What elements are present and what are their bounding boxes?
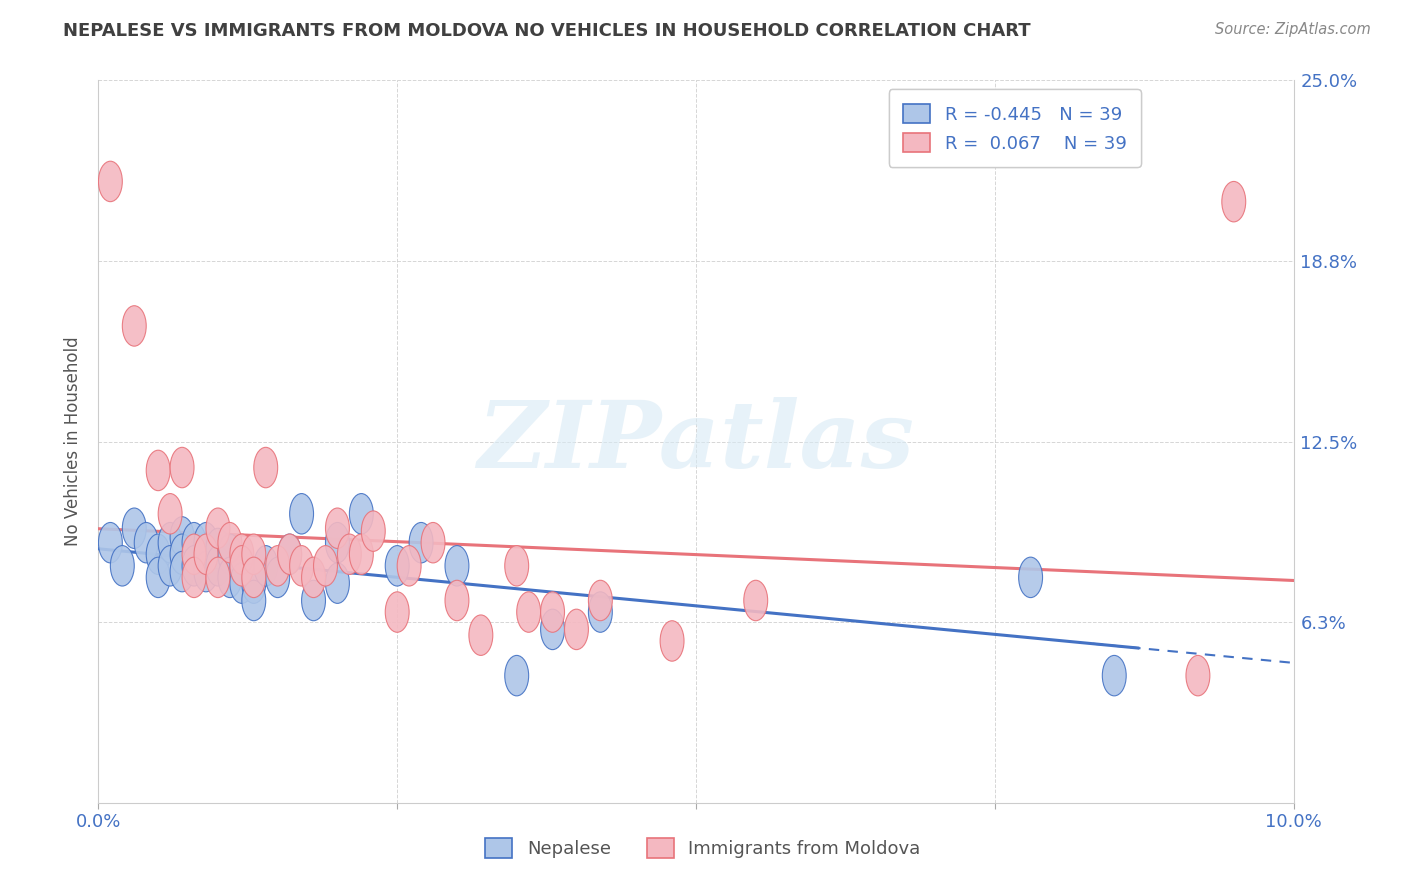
Ellipse shape bbox=[422, 523, 446, 563]
Ellipse shape bbox=[266, 558, 290, 598]
Ellipse shape bbox=[242, 581, 266, 621]
Ellipse shape bbox=[159, 546, 183, 586]
Ellipse shape bbox=[254, 447, 278, 488]
Ellipse shape bbox=[170, 516, 194, 558]
Ellipse shape bbox=[540, 609, 565, 649]
Ellipse shape bbox=[194, 523, 218, 563]
Ellipse shape bbox=[207, 546, 231, 586]
Ellipse shape bbox=[385, 591, 409, 632]
Ellipse shape bbox=[98, 523, 122, 563]
Ellipse shape bbox=[194, 534, 218, 574]
Ellipse shape bbox=[517, 591, 541, 632]
Ellipse shape bbox=[409, 523, 433, 563]
Ellipse shape bbox=[159, 493, 183, 534]
Ellipse shape bbox=[183, 546, 207, 586]
Ellipse shape bbox=[326, 563, 350, 603]
Ellipse shape bbox=[301, 581, 326, 621]
Ellipse shape bbox=[540, 591, 565, 632]
Ellipse shape bbox=[1102, 656, 1126, 696]
Ellipse shape bbox=[398, 546, 422, 586]
Ellipse shape bbox=[207, 528, 231, 569]
Ellipse shape bbox=[385, 546, 409, 586]
Ellipse shape bbox=[146, 558, 170, 598]
Ellipse shape bbox=[744, 581, 768, 621]
Ellipse shape bbox=[242, 563, 266, 603]
Legend: Nepalese, Immigrants from Moldova: Nepalese, Immigrants from Moldova bbox=[478, 830, 928, 865]
Ellipse shape bbox=[146, 450, 170, 491]
Ellipse shape bbox=[446, 546, 470, 586]
Ellipse shape bbox=[242, 558, 266, 598]
Ellipse shape bbox=[1019, 558, 1043, 598]
Ellipse shape bbox=[589, 581, 613, 621]
Legend: R = -0.445   N = 39, R =  0.067    N = 39: R = -0.445 N = 39, R = 0.067 N = 39 bbox=[889, 89, 1142, 167]
Ellipse shape bbox=[1187, 656, 1211, 696]
Ellipse shape bbox=[122, 306, 146, 346]
Ellipse shape bbox=[505, 546, 529, 586]
Ellipse shape bbox=[146, 534, 170, 574]
Ellipse shape bbox=[98, 161, 122, 202]
Ellipse shape bbox=[231, 546, 254, 586]
Ellipse shape bbox=[350, 534, 374, 574]
Ellipse shape bbox=[207, 558, 231, 598]
Ellipse shape bbox=[218, 534, 242, 574]
Ellipse shape bbox=[122, 508, 146, 549]
Text: NEPALESE VS IMMIGRANTS FROM MOLDOVA NO VEHICLES IN HOUSEHOLD CORRELATION CHART: NEPALESE VS IMMIGRANTS FROM MOLDOVA NO V… bbox=[63, 22, 1031, 40]
Ellipse shape bbox=[231, 563, 254, 603]
Ellipse shape bbox=[350, 493, 374, 534]
Ellipse shape bbox=[231, 546, 254, 586]
Text: ZIPatlas: ZIPatlas bbox=[478, 397, 914, 486]
Ellipse shape bbox=[290, 546, 314, 586]
Y-axis label: No Vehicles in Household: No Vehicles in Household bbox=[65, 336, 83, 547]
Ellipse shape bbox=[231, 534, 254, 574]
Ellipse shape bbox=[661, 621, 685, 661]
Ellipse shape bbox=[301, 558, 326, 598]
Ellipse shape bbox=[183, 534, 207, 574]
Ellipse shape bbox=[111, 546, 135, 586]
Ellipse shape bbox=[361, 511, 385, 551]
Ellipse shape bbox=[290, 493, 314, 534]
Ellipse shape bbox=[183, 523, 207, 563]
Ellipse shape bbox=[565, 609, 589, 649]
Ellipse shape bbox=[218, 558, 242, 598]
Ellipse shape bbox=[326, 523, 350, 563]
Ellipse shape bbox=[254, 546, 278, 586]
Ellipse shape bbox=[194, 551, 218, 591]
Ellipse shape bbox=[170, 551, 194, 591]
Ellipse shape bbox=[278, 534, 302, 574]
Ellipse shape bbox=[218, 523, 242, 563]
Ellipse shape bbox=[314, 546, 337, 586]
Ellipse shape bbox=[589, 591, 613, 632]
Ellipse shape bbox=[170, 534, 194, 574]
Ellipse shape bbox=[337, 534, 361, 574]
Ellipse shape bbox=[266, 546, 290, 586]
Ellipse shape bbox=[135, 523, 159, 563]
Ellipse shape bbox=[278, 534, 302, 574]
Ellipse shape bbox=[326, 508, 350, 549]
Ellipse shape bbox=[242, 534, 266, 574]
Ellipse shape bbox=[446, 581, 470, 621]
Ellipse shape bbox=[505, 656, 529, 696]
Ellipse shape bbox=[170, 447, 194, 488]
Ellipse shape bbox=[470, 615, 494, 656]
Ellipse shape bbox=[1222, 181, 1246, 222]
Text: Source: ZipAtlas.com: Source: ZipAtlas.com bbox=[1215, 22, 1371, 37]
Ellipse shape bbox=[207, 508, 231, 549]
Ellipse shape bbox=[159, 523, 183, 563]
Ellipse shape bbox=[183, 558, 207, 598]
